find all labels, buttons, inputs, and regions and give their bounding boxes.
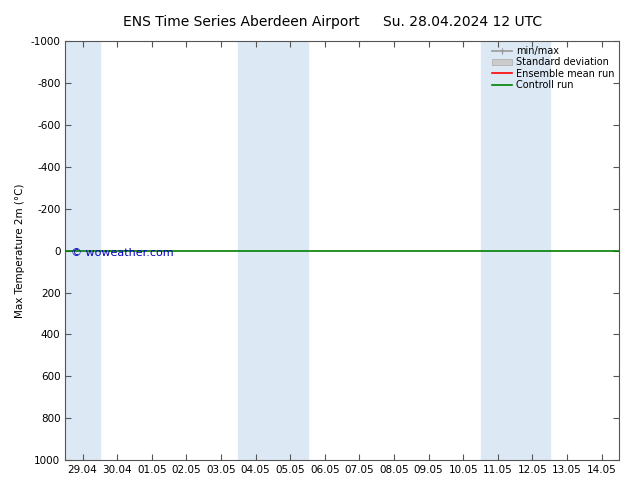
Text: © woweather.com: © woweather.com [71, 248, 174, 259]
Bar [238, 41, 307, 460]
Bar [481, 41, 550, 460]
Bar [65, 41, 100, 460]
Text: Su. 28.04.2024 12 UTC: Su. 28.04.2024 12 UTC [384, 15, 542, 29]
Y-axis label: Max Temperature 2m (°C): Max Temperature 2m (°C) [15, 183, 25, 318]
Text: ENS Time Series Aberdeen Airport: ENS Time Series Aberdeen Airport [122, 15, 359, 29]
Legend: min/max, Standard deviation, Ensemble mean run, Controll run: min/max, Standard deviation, Ensemble me… [490, 44, 616, 92]
